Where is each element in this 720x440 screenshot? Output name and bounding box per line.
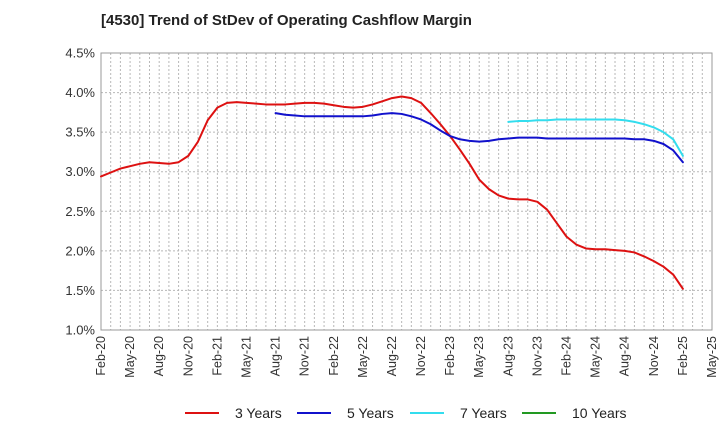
grid (101, 53, 712, 330)
plot-frame (100, 52, 713, 331)
legend-item-3-years: 3 Years (185, 405, 282, 421)
x-tick-label: Nov-23 (530, 336, 544, 376)
legend-label-5-years: 5 Years (347, 405, 394, 421)
x-tick-label: Nov-22 (414, 336, 428, 376)
x-tick-label: Feb-22 (327, 336, 341, 376)
legend: 3 Years 5 Years 7 Years 10 Years (0, 405, 720, 425)
x-tick-label: May-24 (589, 336, 603, 378)
legend-swatch-5-years (297, 412, 331, 414)
x-tick-label: Feb-23 (443, 336, 457, 376)
x-tick-label: Aug-23 (501, 336, 515, 376)
legend-swatch-10-years (522, 412, 556, 414)
x-axis-ticks: Feb-20 May-20 Aug-20 Nov-20 Feb-21 May-21 Aug-… (94, 336, 719, 378)
y-tick-label: 1.5% (65, 283, 95, 298)
chart-title: [4530] Trend of StDev of Operating Cashf… (101, 12, 472, 29)
legend-label-7-years: 7 Years (460, 405, 507, 421)
x-tick-label: May-22 (356, 336, 370, 378)
x-tick-label: Aug-20 (152, 336, 166, 376)
x-tick-label: May-21 (239, 336, 253, 378)
x-tick-label: May-25 (705, 336, 719, 378)
legend-swatch-3-years (185, 412, 219, 414)
x-tick-label: Aug-21 (269, 336, 283, 376)
x-tick-label: Feb-24 (560, 336, 574, 376)
series-line-7-years (507, 118, 684, 157)
x-tick-label: Aug-22 (385, 336, 399, 376)
x-tick-label: Nov-24 (647, 336, 661, 376)
y-tick-label: 4.5% (65, 46, 95, 61)
x-tick-label: May-23 (472, 336, 486, 378)
series-line-3-years (100, 95, 684, 290)
legend-item-7-years: 7 Years (410, 405, 507, 421)
y-tick-label: 3.0% (65, 164, 95, 179)
x-tick-label: May-20 (123, 336, 137, 378)
x-tick-label: Nov-20 (181, 336, 195, 376)
y-tick-label: 1.0% (65, 323, 95, 338)
y-tick-label: 2.5% (65, 204, 95, 219)
x-tick-label: Nov-21 (298, 336, 312, 376)
legend-item-10-years: 10 Years (522, 405, 627, 421)
x-tick-label: Feb-25 (676, 336, 690, 376)
legend-item-5-years: 5 Years (297, 405, 394, 421)
x-tick-label: Feb-21 (210, 336, 224, 376)
y-tick-label: 4.0% (65, 85, 95, 100)
y-tick-label: 3.5% (65, 125, 95, 140)
y-tick-label: 2.0% (65, 243, 95, 258)
x-tick-label: Aug-24 (618, 336, 632, 376)
series-line-5-years (274, 112, 684, 164)
y-axis-ticks: 1.0% 1.5% 2.0% 2.5% 3.0% 3.5% 4.0% 4.5% (65, 46, 95, 338)
legend-swatch-7-years (410, 412, 444, 414)
legend-label-10-years: 10 Years (572, 405, 627, 421)
series-group (100, 95, 684, 290)
x-tick-label: Feb-20 (94, 336, 108, 376)
legend-label-3-years: 3 Years (235, 405, 282, 421)
